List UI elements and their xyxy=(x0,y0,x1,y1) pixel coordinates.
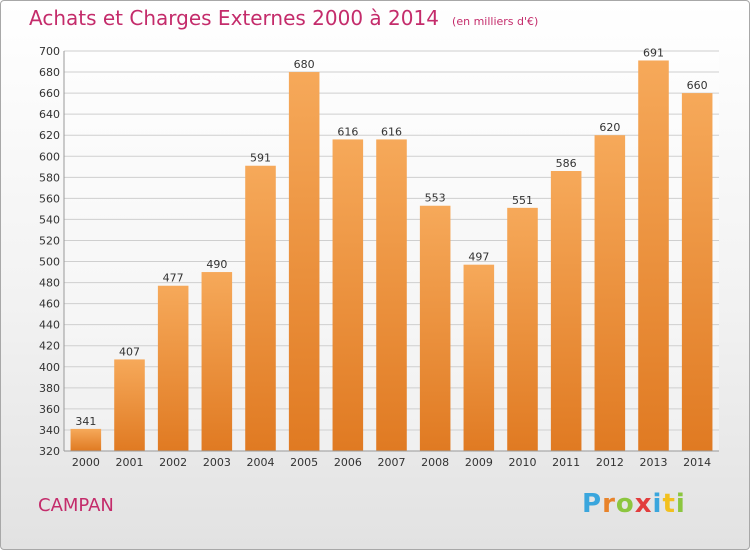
bar-2004 xyxy=(245,165,276,451)
bar-2000 xyxy=(70,428,102,451)
bar-2012 xyxy=(594,135,626,452)
bar-2007 xyxy=(376,139,407,451)
y-tick-label: 480 xyxy=(39,277,60,290)
bar-value-label: 586 xyxy=(556,157,577,170)
chart-title-block: Achats et Charges Externes 2000 à 2014 (… xyxy=(29,6,538,30)
bar-2005 xyxy=(288,72,320,451)
y-tick-label: 660 xyxy=(39,87,60,100)
logo-letter: t xyxy=(662,489,676,519)
x-tick-label: 2007 xyxy=(378,456,406,469)
y-tick-label: 380 xyxy=(39,382,60,395)
bar-2010 xyxy=(507,207,538,451)
logo-letter: x xyxy=(634,489,653,519)
bar-value-label: 551 xyxy=(512,194,533,207)
logo-letter: P xyxy=(582,489,603,519)
proxiti-logo: Proxiti xyxy=(582,489,686,519)
bar-2009 xyxy=(463,264,495,451)
y-tick-label: 360 xyxy=(39,403,60,416)
bar-2002 xyxy=(157,285,189,451)
bar-2008 xyxy=(419,205,451,451)
bar-value-label: 341 xyxy=(75,415,96,428)
bar-2011 xyxy=(550,171,582,451)
x-tick-label: 2003 xyxy=(203,456,231,469)
y-tick-label: 580 xyxy=(39,171,60,184)
x-tick-label: 2014 xyxy=(683,456,711,469)
x-tick-label: 2009 xyxy=(465,456,493,469)
x-tick-label: 2000 xyxy=(72,456,100,469)
bar-2014 xyxy=(681,93,713,452)
bar-value-label: 591 xyxy=(250,152,271,165)
y-tick-label: 420 xyxy=(39,340,60,353)
bar-2013 xyxy=(638,60,669,451)
bar-value-label: 490 xyxy=(206,258,227,271)
x-tick-label: 2001 xyxy=(116,456,144,469)
x-tick-label: 2002 xyxy=(159,456,187,469)
chart-unit-note: (en milliers d'€) xyxy=(452,15,539,28)
bar-2003 xyxy=(201,272,233,451)
y-tick-label: 540 xyxy=(39,213,60,226)
y-tick-label: 600 xyxy=(39,150,60,163)
x-tick-label: 2012 xyxy=(596,456,624,469)
y-tick-label: 500 xyxy=(39,256,60,269)
y-tick-label: 340 xyxy=(39,424,60,437)
bar-value-label: 620 xyxy=(599,121,620,134)
x-tick-label: 2010 xyxy=(509,456,537,469)
bar-value-label: 477 xyxy=(163,272,184,285)
logo-letter: i xyxy=(652,489,663,519)
y-tick-label: 560 xyxy=(39,192,60,205)
chart-title: Achats et Charges Externes 2000 à 2014 xyxy=(29,6,439,30)
x-tick-label: 2004 xyxy=(247,456,275,469)
bar-value-label: 616 xyxy=(381,125,402,138)
y-tick-label: 640 xyxy=(39,108,60,121)
x-tick-label: 2008 xyxy=(421,456,449,469)
x-tick-label: 2005 xyxy=(290,456,318,469)
y-tick-label: 680 xyxy=(39,66,60,79)
bar-2001 xyxy=(114,359,145,451)
bar-2006 xyxy=(332,139,364,451)
bar-value-label: 407 xyxy=(119,345,140,358)
y-tick-label: 700 xyxy=(39,45,60,58)
y-tick-label: 400 xyxy=(39,361,60,374)
logo-letter: o xyxy=(615,489,635,519)
logo-letter: r xyxy=(602,489,616,519)
y-tick-label: 440 xyxy=(39,319,60,332)
bar-value-label: 616 xyxy=(337,125,358,138)
y-tick-label: 460 xyxy=(39,298,60,311)
x-tick-label: 2013 xyxy=(640,456,668,469)
x-tick-label: 2006 xyxy=(334,456,362,469)
logo-letter: i xyxy=(675,489,686,519)
y-tick-label: 320 xyxy=(39,445,60,458)
bar-value-label: 553 xyxy=(425,192,446,205)
bar-value-label: 660 xyxy=(687,79,708,92)
bar-value-label: 691 xyxy=(643,46,664,59)
x-tick-label: 2011 xyxy=(552,456,580,469)
bar-value-label: 497 xyxy=(468,251,489,264)
bar-value-label: 680 xyxy=(294,58,315,71)
y-tick-label: 520 xyxy=(39,234,60,247)
y-tick-label: 620 xyxy=(39,129,60,142)
commune-name: CAMPAN xyxy=(38,495,114,516)
